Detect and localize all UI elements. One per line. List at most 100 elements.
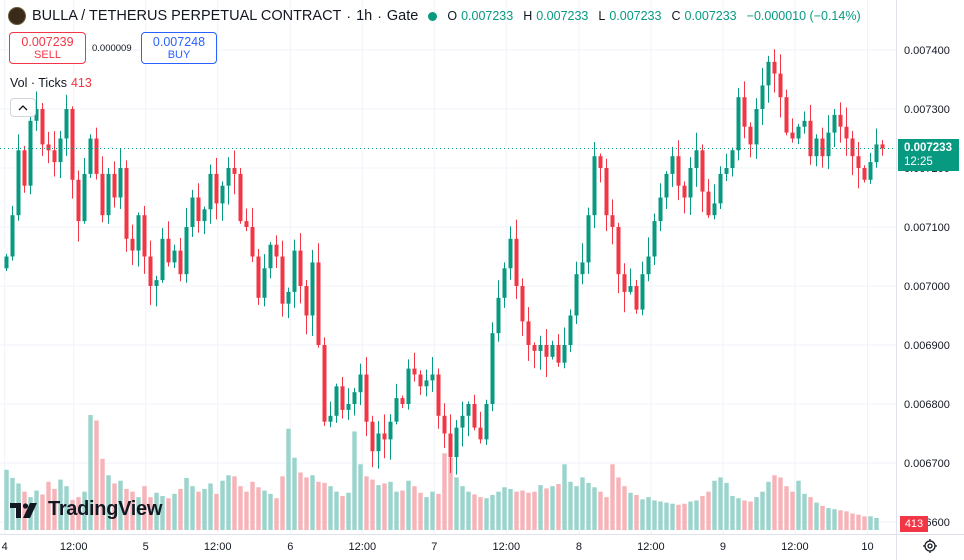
candle-body <box>448 433 453 458</box>
volume-bar <box>466 491 471 530</box>
candle-body <box>442 415 447 434</box>
change-value: −0.000010 (−0.14%) <box>746 9 861 23</box>
candle-body <box>796 126 801 139</box>
candle-body <box>76 179 81 222</box>
volume-bar <box>268 493 273 530</box>
tradingview-watermark[interactable]: TradingView <box>10 498 162 521</box>
price-tick-label: 0.007400 <box>904 45 950 57</box>
volume-bar <box>208 483 213 530</box>
candle-body <box>538 345 543 351</box>
candle-body <box>532 345 537 351</box>
candle-body <box>790 132 795 139</box>
volume-bar <box>574 486 579 530</box>
volume-bar <box>64 486 69 530</box>
volume-legend[interactable]: Vol · Ticks 413 <box>10 76 92 90</box>
chart-header: BULLA / TETHERUS PERPETUAL CONTRACT · 1h… <box>0 0 867 32</box>
watermark-text: TradingView <box>48 498 163 520</box>
settings-gear-icon[interactable] <box>922 538 938 554</box>
volume-bar <box>538 485 543 530</box>
volume-bar <box>340 496 345 530</box>
candle-body <box>556 345 561 363</box>
volume-bar <box>682 503 687 530</box>
candle-body <box>340 386 345 410</box>
volume-bar <box>412 486 417 530</box>
volume-bar <box>376 485 381 530</box>
interval-label[interactable]: 1h <box>356 8 373 24</box>
close-label: C <box>671 9 681 23</box>
candle-body <box>112 173 117 198</box>
price-tick-label: 0.006900 <box>904 340 950 352</box>
candle-body <box>250 227 255 257</box>
volume-bar <box>448 457 453 530</box>
candle-body <box>568 315 573 345</box>
candle-body <box>346 404 351 410</box>
volume-bar <box>748 501 753 530</box>
candle-body <box>688 168 693 198</box>
candle-body <box>646 256 651 275</box>
candle-body <box>484 404 489 440</box>
candle-body <box>628 286 633 292</box>
candle-body <box>682 185 687 198</box>
candle-body <box>460 415 465 428</box>
volume-bar <box>352 431 357 530</box>
volume-bar <box>556 484 561 530</box>
candle-body <box>466 404 471 416</box>
volume-bar <box>370 479 375 530</box>
candle-body <box>88 138 93 174</box>
sell-price: 0.007239 <box>21 35 74 49</box>
collapse-legend-button[interactable] <box>10 98 36 117</box>
time-tick-label: 5 <box>143 541 149 553</box>
volume-bar <box>676 504 681 530</box>
volume-bar <box>226 475 231 530</box>
volume-bar <box>592 487 597 530</box>
candle-body <box>412 368 417 375</box>
price-tick-label: 0.007300 <box>904 104 950 116</box>
volume-bar <box>868 516 873 530</box>
volume-bar <box>628 492 633 530</box>
volume-bar <box>424 497 429 530</box>
volume-bar <box>418 492 423 530</box>
candle-body <box>430 374 435 381</box>
volume-bar <box>706 491 711 530</box>
volume-bar <box>358 464 363 530</box>
volume-bar <box>514 491 519 530</box>
candle-body <box>10 215 15 257</box>
candle-body <box>166 238 171 263</box>
candle-body <box>280 256 285 304</box>
volume-bar <box>334 491 339 530</box>
candle-body <box>508 238 513 269</box>
volume-bar <box>838 510 843 530</box>
candle-body <box>334 386 339 416</box>
sell-label: SELL <box>34 49 61 61</box>
buy-button[interactable]: 0.007248 BUY <box>141 32 217 64</box>
candle-body <box>712 203 717 216</box>
time-tick-label: 12:00 <box>349 541 377 553</box>
symbol-title[interactable]: BULLA / TETHERUS PERPETUAL CONTRACT <box>32 8 342 24</box>
volume-bar <box>496 491 501 530</box>
volume-bar <box>100 458 105 530</box>
sell-button[interactable]: 0.007239 SELL <box>9 32 86 64</box>
candle-body <box>322 345 327 422</box>
volume-bar <box>454 477 459 530</box>
time-axis: 4 12:00 5 12:00 6 12:00 7 12:00 8 12:00 9 12:00 10 <box>0 534 964 553</box>
candle-body <box>514 238 519 286</box>
candle-body <box>598 156 603 168</box>
candle-body <box>178 250 183 275</box>
close-value: 0.007233 <box>684 9 737 23</box>
candle-body <box>34 109 39 121</box>
candle-body <box>676 156 681 186</box>
volume-bar <box>196 491 201 530</box>
bar-countdown: 12:25 <box>904 156 933 168</box>
candle-body <box>142 215 147 257</box>
volume-bar <box>298 472 303 530</box>
candle-body <box>232 168 237 174</box>
volume-bar <box>220 480 225 530</box>
candle-body <box>244 221 249 227</box>
volume-bar <box>796 480 801 530</box>
candle-body <box>580 262 585 275</box>
candle-body <box>640 274 645 310</box>
volume-bar <box>154 492 159 530</box>
candle-body <box>70 109 75 180</box>
candle-body <box>604 168 609 216</box>
